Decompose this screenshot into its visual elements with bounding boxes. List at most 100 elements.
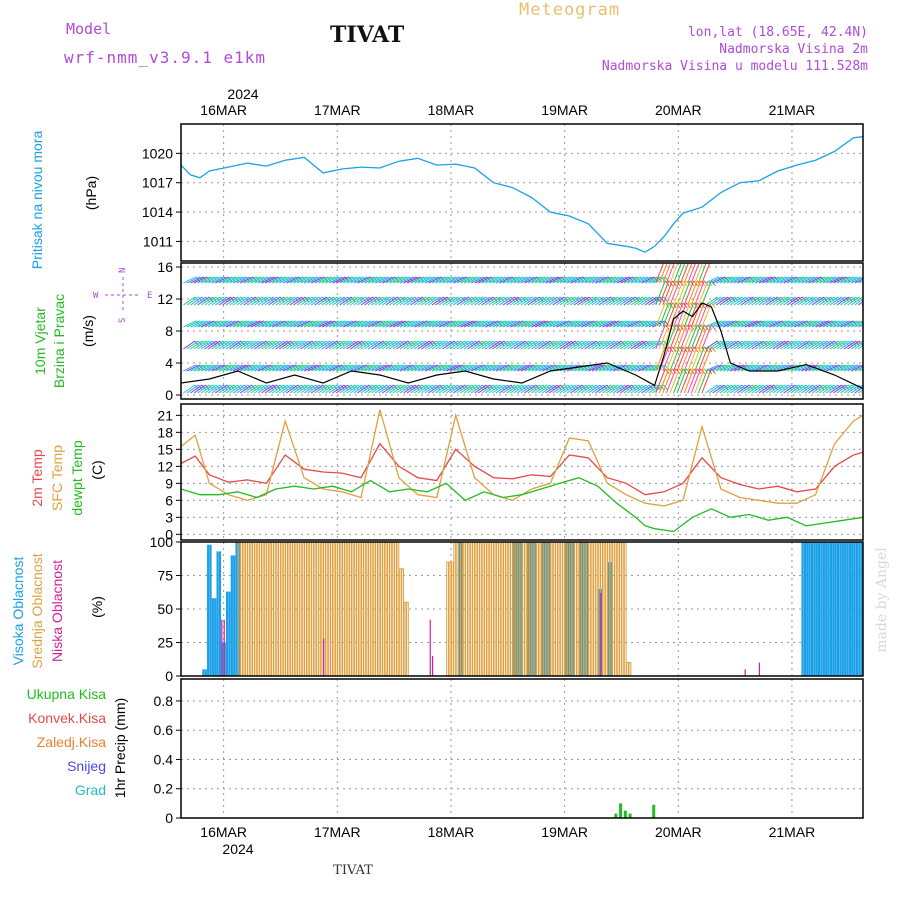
wind-barb <box>765 276 779 284</box>
wind-barb-flag <box>397 340 402 347</box>
wind-barb <box>840 276 854 284</box>
wind-barb <box>311 364 325 372</box>
wind-barb-flag <box>599 340 605 347</box>
wind-barb-flag <box>205 340 210 347</box>
wind-barb <box>371 276 385 284</box>
wind-barb <box>271 364 285 372</box>
wind-barb-flag <box>581 384 587 391</box>
wind-barb-flag <box>700 368 706 375</box>
wind-barb-flag <box>668 302 674 309</box>
wind-barb <box>357 384 370 394</box>
wind-barb-flag <box>837 340 843 347</box>
wind-barb <box>417 276 431 284</box>
wind-barb-flag <box>354 340 360 347</box>
wind-barb <box>534 384 547 394</box>
wind-barb <box>453 296 466 306</box>
wind-barb-flag <box>777 296 782 303</box>
wind-barb-flag <box>780 296 786 303</box>
wind-barb <box>325 384 338 394</box>
wind-barb <box>342 296 356 306</box>
wind-barb <box>822 364 836 372</box>
wind-barb-flag <box>560 384 566 391</box>
wind-barb <box>694 324 705 350</box>
wind-barb-flag <box>286 296 292 303</box>
wind-barb <box>513 296 526 306</box>
wind-barb-flag <box>379 340 385 347</box>
wind-barb-flag <box>500 296 505 303</box>
mid-cloud-bar <box>327 541 331 677</box>
wind-barb-flag <box>215 296 221 303</box>
mid-cloud-bar <box>242 541 246 677</box>
wind-barb <box>435 384 448 394</box>
wind-barb <box>776 320 790 328</box>
wind-barb-flag <box>283 296 289 303</box>
wind-barb <box>644 364 658 372</box>
wind-barb <box>598 320 612 328</box>
wind-barb-flag <box>696 280 702 287</box>
wind-barb <box>218 296 231 306</box>
wind-barb <box>321 364 335 372</box>
wind-barb <box>854 278 863 284</box>
station-title: TIVAT <box>330 22 405 48</box>
wind-barb <box>421 320 435 328</box>
wind-barb-flag <box>693 324 699 331</box>
wind-barb <box>669 302 680 328</box>
wind-barb-flag <box>682 346 688 353</box>
wind-barb <box>595 276 609 284</box>
wind-barb <box>595 340 608 350</box>
wind-barb <box>385 296 398 306</box>
wind-barb <box>243 276 257 284</box>
wind-barb-flag <box>290 384 296 391</box>
wind-barb <box>261 364 275 372</box>
wind-barb-flag <box>507 296 512 303</box>
wind-barb-flag <box>201 384 207 391</box>
wind-barb-flag <box>716 296 722 303</box>
wind-barb <box>609 364 623 372</box>
wind-barb <box>655 324 666 350</box>
wind-tick-label: 0 <box>165 387 173 403</box>
wind-barb <box>502 296 515 306</box>
wind-barb-flag <box>500 340 505 347</box>
wind-barb <box>279 320 293 328</box>
wind-barb <box>374 276 389 284</box>
wind-barb <box>808 296 821 306</box>
wind-barb-flag <box>468 340 473 347</box>
wind-barb <box>804 276 818 284</box>
wind-barb <box>413 340 427 350</box>
wind-barb <box>605 296 618 306</box>
wind-barb-flag <box>325 340 331 347</box>
wind-barb <box>506 320 520 328</box>
wind-barb-flag <box>780 384 786 391</box>
wind-barb <box>300 384 313 394</box>
wind-barb-flag <box>689 302 695 309</box>
wind-barb <box>424 340 437 350</box>
wind-barb <box>207 296 221 306</box>
wind-barb <box>467 320 481 328</box>
wind-barb-flag <box>627 296 633 303</box>
wind-barb <box>257 340 270 350</box>
wind-barb <box>797 340 810 350</box>
wind-barb <box>403 384 416 394</box>
mid-cloud-bar <box>351 541 355 677</box>
wind-barb <box>289 276 303 284</box>
wind-barb-flag <box>226 384 232 391</box>
high-cloud-bar <box>207 544 210 676</box>
wind-barb <box>545 296 558 306</box>
wind-barb-flag <box>361 340 367 347</box>
wind-barb-flag <box>393 296 399 303</box>
wind-barb-flag <box>489 384 495 391</box>
wind-barb-flag <box>766 384 772 391</box>
high-cloud-bar <box>214 598 217 676</box>
wind-barb <box>705 364 719 372</box>
wind-barb <box>779 296 792 306</box>
wind-barb-flag <box>297 296 303 303</box>
wind-barb-flag <box>723 384 729 391</box>
wind-barb <box>481 296 494 306</box>
wind-barb <box>243 340 256 350</box>
wind-barb <box>467 276 481 284</box>
wind-barb <box>286 384 299 394</box>
wind-barb <box>225 340 238 350</box>
wind-barb <box>513 320 527 328</box>
wind-barb-flag <box>194 384 200 391</box>
wind-barb <box>275 340 288 350</box>
